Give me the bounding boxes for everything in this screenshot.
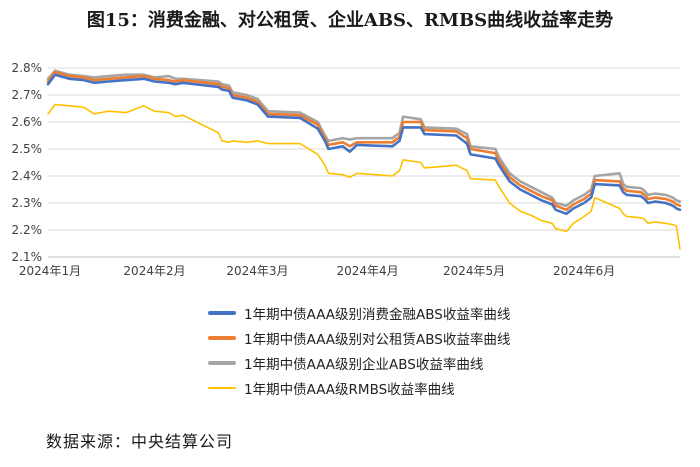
legend-label: 1年期中债AAA级别企业ABS收益率曲线 — [244, 356, 484, 373]
x-tick-label: 2024年6月 — [553, 264, 615, 278]
legend-item: 1年期中债AAA级RMBS收益率曲线 — [208, 375, 510, 400]
legend-swatch — [208, 310, 236, 315]
y-tick-label: 2.5% — [12, 142, 43, 156]
x-tick-label: 2024年2月 — [123, 264, 185, 278]
y-tick-label: 2.7% — [12, 88, 43, 102]
legend-swatch — [208, 386, 236, 389]
x-tick-label: 2024年4月 — [336, 264, 398, 278]
y-tick-label: 2.2% — [12, 223, 43, 237]
series-line-3 — [46, 69, 682, 207]
x-tick-label: 2024年1月 — [19, 264, 81, 278]
legend-label: 1年期中债AAA级别对公租赁ABS收益率曲线 — [244, 331, 511, 348]
legend-item: 1年期中债AAA级别对公租赁ABS收益率曲线 — [208, 325, 510, 350]
series-line-2 — [46, 70, 682, 212]
y-tick-label: 2.3% — [12, 196, 43, 210]
legend-label: 1年期中债AAA级RMBS收益率曲线 — [244, 381, 455, 398]
y-tick-label: 2.4% — [12, 169, 43, 183]
legend-item: 1年期中债AAA级别消费金融ABS收益率曲线 — [208, 300, 510, 325]
x-tick-label: 2024年5月 — [443, 264, 505, 278]
y-tick-label: 2.1% — [12, 250, 43, 264]
series-line-1 — [46, 73, 682, 216]
chart-legend: 1年期中债AAA级别消费金融ABS收益率曲线 1年期中债AAA级别对公租赁ABS收… — [208, 300, 510, 400]
series-line-4 — [47, 103, 681, 250]
legend-swatch — [208, 335, 236, 340]
y-tick-label: 2.6% — [12, 115, 43, 129]
legend-swatch — [208, 360, 236, 365]
legend-label: 1年期中债AAA级别消费金融ABS收益率曲线 — [244, 306, 511, 323]
data-source-note: 数据来源：中央结算公司 — [46, 432, 234, 451]
x-tick-label: 2024年3月 — [226, 264, 288, 278]
figure-title: 图15：消费金融、对公租赁、企业ABS、RMBS曲线收益率走势 — [86, 10, 614, 31]
legend-item: 1年期中债AAA级别企业ABS收益率曲线 — [208, 350, 510, 375]
line-chart: 2.1% 2.2% 2.3% 2.4% 2.5% 2.6% 2.7% 2.8% 2024年1月 2… — [12, 61, 682, 278]
y-tick-label: 2.8% — [12, 61, 43, 75]
